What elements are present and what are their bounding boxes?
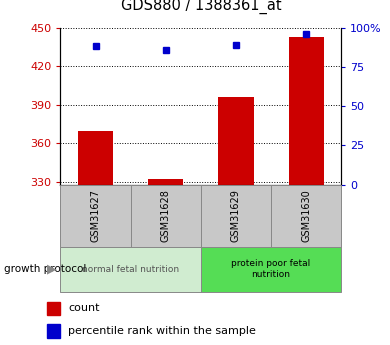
Text: normal fetal nutrition: normal fetal nutrition <box>82 265 179 274</box>
Bar <box>218 97 254 185</box>
Bar <box>47 324 60 337</box>
Bar <box>148 179 183 185</box>
Text: GSM31628: GSM31628 <box>161 189 171 242</box>
Bar <box>201 247 341 292</box>
Text: GSM31630: GSM31630 <box>301 189 311 242</box>
Text: count: count <box>68 304 99 313</box>
Text: ▶: ▶ <box>47 263 57 276</box>
Text: GDS880 / 1388361_at: GDS880 / 1388361_at <box>121 0 281 14</box>
Text: GSM31629: GSM31629 <box>231 189 241 242</box>
Text: GSM31627: GSM31627 <box>90 189 101 242</box>
Bar <box>201 185 271 247</box>
Text: percentile rank within the sample: percentile rank within the sample <box>68 326 256 336</box>
Bar <box>60 185 131 247</box>
Bar <box>289 37 324 185</box>
Bar <box>271 185 341 247</box>
Text: protein poor fetal
nutrition: protein poor fetal nutrition <box>231 259 311 279</box>
Text: growth protocol: growth protocol <box>4 264 86 274</box>
Bar <box>47 302 60 315</box>
Bar <box>78 130 113 185</box>
Bar <box>60 247 201 292</box>
Bar <box>131 185 201 247</box>
